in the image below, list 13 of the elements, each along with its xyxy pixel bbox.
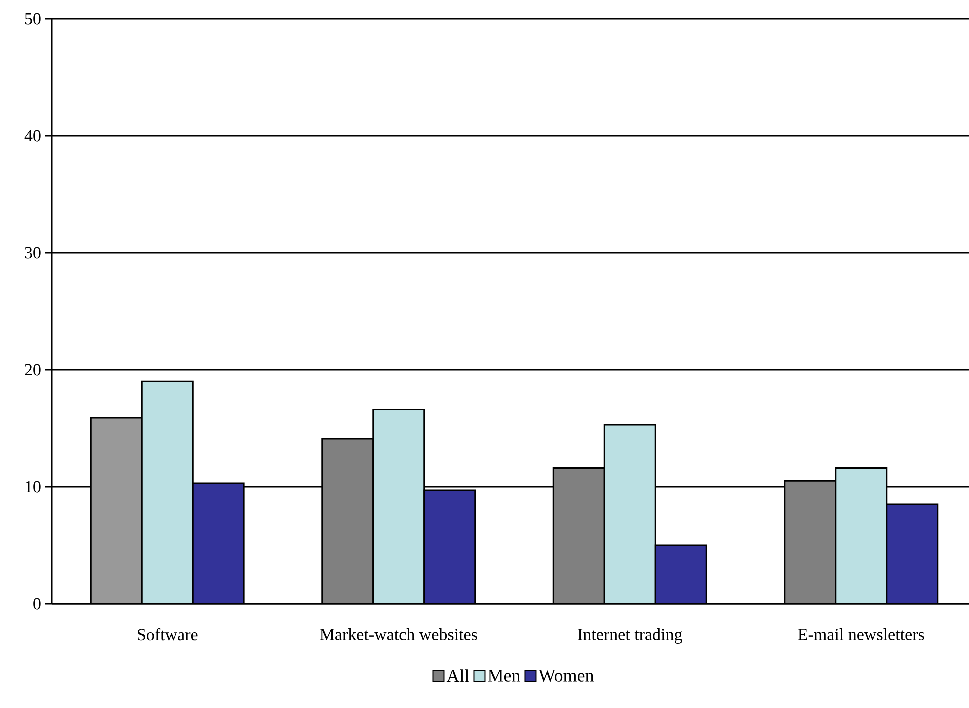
y-tick-label: 20 xyxy=(25,364,41,376)
x-tick-label: E-mail newsletters xyxy=(798,628,924,640)
legend-label: Men xyxy=(488,670,520,682)
y-tick-label: 40 xyxy=(24,130,41,142)
y-tick-label: 50 xyxy=(25,13,41,25)
y-tick-label: 0 xyxy=(34,598,41,610)
y-tick-label: 10 xyxy=(26,481,41,493)
legend-label: Women xyxy=(538,670,594,682)
x-tick-label: Software xyxy=(138,628,198,641)
y-tick-label: 30 xyxy=(25,247,41,259)
x-tick-label: Internet trading xyxy=(578,628,682,644)
legend-label: All xyxy=(446,670,470,682)
x-tick-label: Market-watch websites xyxy=(320,628,478,640)
